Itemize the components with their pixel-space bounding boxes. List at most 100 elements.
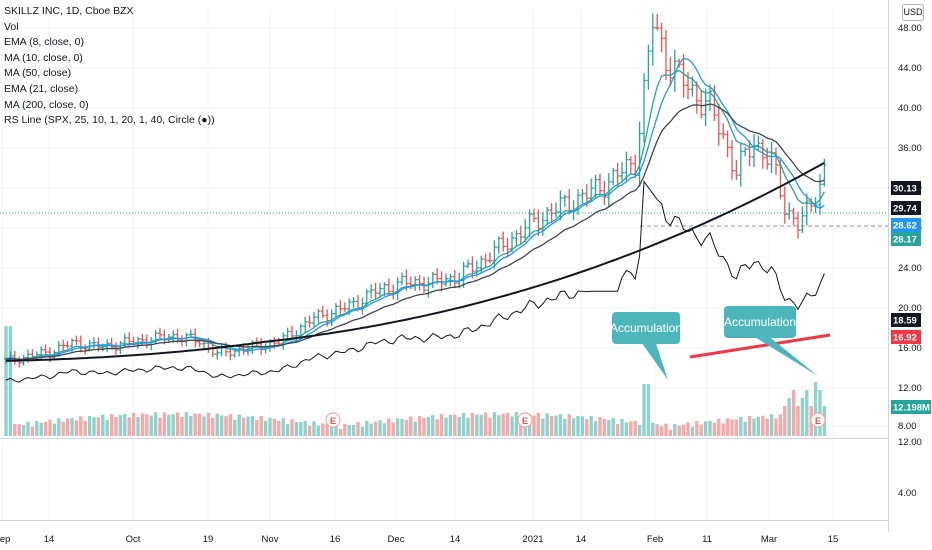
volume-bar — [343, 423, 347, 436]
volume-bar — [378, 420, 382, 436]
time-tick-label: 14 — [450, 534, 461, 545]
volume-bar — [197, 413, 202, 436]
volume-bar — [48, 419, 52, 436]
value-badge-ma10-label: 28.17 — [893, 235, 917, 246]
volume-bar — [114, 416, 118, 436]
legend-vol[interactable]: Vol — [4, 20, 19, 33]
volume-bar — [571, 418, 576, 436]
volume-bar — [294, 422, 299, 436]
volume-bar — [541, 418, 545, 436]
volume-bar — [514, 412, 519, 436]
volume-bar — [659, 426, 664, 436]
time-tick-label: Oct — [126, 534, 141, 545]
currency-button[interactable]: USD — [902, 4, 924, 21]
volume-bar — [651, 422, 655, 436]
volume-bar — [87, 416, 92, 436]
volume-bar — [21, 425, 26, 436]
volume-bar — [708, 420, 712, 436]
volume-bar — [457, 416, 461, 436]
volume-bar — [268, 417, 272, 436]
value-badge-close-label: 29.74 — [893, 204, 917, 215]
volume-bar — [655, 424, 659, 436]
volume-bar — [703, 421, 708, 436]
volume-bar — [721, 423, 725, 436]
volume-bar — [65, 418, 70, 436]
price-tick-label: 16.00 — [898, 343, 922, 354]
volume-bar — [769, 414, 774, 436]
volume-bar — [580, 416, 585, 436]
price-tick-label: 24.00 — [898, 263, 922, 274]
volume-bar — [39, 422, 43, 436]
volume-bar — [752, 418, 756, 436]
legend-rs-line[interactable]: RS Line (SPX, 25, 10, 1, 20, 1, 40, Circ… — [4, 114, 215, 127]
volume-bar — [466, 417, 470, 436]
volume-bar — [778, 414, 783, 436]
volume-bar — [439, 414, 444, 436]
legend-ma10[interactable]: MA (10, close, 0) — [4, 51, 83, 64]
volume-bar — [277, 420, 281, 436]
accumulation-callout-2-label: Accumulation — [724, 315, 796, 329]
volume-bar — [105, 419, 109, 436]
earnings-marker — [325, 412, 341, 428]
time-tick-label: 2021 — [522, 534, 543, 545]
volume-bar — [52, 423, 57, 436]
volume-bar — [483, 412, 488, 436]
volume-bar — [444, 417, 448, 436]
legend-ema8[interactable]: EMA (8, close, 0) — [4, 36, 84, 49]
volume-bar — [479, 414, 483, 436]
volume-bar — [536, 412, 541, 436]
volume-bar — [686, 422, 690, 436]
volume-bar — [17, 424, 21, 436]
volume-bar — [563, 418, 567, 436]
value-badge-trendline-label: 16.92 — [893, 333, 917, 344]
volume-bar — [30, 426, 35, 436]
volume-bar — [127, 417, 131, 436]
volume-bar — [184, 412, 189, 436]
earnings-marker-label: E — [815, 416, 821, 427]
time-tick-label: 19 — [203, 534, 214, 545]
volume-bar — [285, 424, 290, 436]
volume-bar — [250, 416, 255, 436]
volume-bar — [756, 416, 761, 436]
volume-bar — [593, 421, 598, 436]
volume-bar — [290, 419, 294, 436]
legend-ma200[interactable]: MA (200, close, 0) — [4, 98, 89, 111]
annotations: Accumulation Accumulation E E E — [325, 306, 826, 428]
earnings-marker-label: E — [522, 416, 528, 427]
volume-bar — [224, 416, 228, 436]
volume-bar — [545, 413, 549, 436]
volume-bar — [805, 390, 809, 436]
volume-bar — [611, 418, 615, 436]
volume-bar — [505, 412, 510, 436]
volume-bar — [681, 424, 686, 436]
volume-bar — [325, 423, 329, 436]
volume-bar — [422, 417, 426, 436]
volume-bar — [162, 412, 167, 436]
volume-bar — [488, 417, 492, 436]
volume-bar — [255, 420, 259, 436]
price-tick-label: 36.00 — [898, 143, 922, 154]
volume-bar — [272, 418, 277, 436]
volume-bar — [602, 419, 607, 436]
legend-symbol[interactable]: SKILLZ INC, 1D, Cboe BZX — [4, 5, 134, 17]
legend-ma50[interactable]: MA (50, close) — [4, 67, 72, 80]
volume-bar — [690, 426, 695, 436]
volume-bar — [356, 422, 360, 436]
volume-bar — [118, 415, 123, 436]
volume-bar — [796, 406, 800, 436]
volume-bar — [136, 417, 140, 436]
volume-bar — [360, 426, 365, 436]
volume-bar — [167, 414, 171, 436]
volume-bar — [96, 417, 101, 436]
volume-bar — [783, 406, 787, 436]
volume-bar — [620, 418, 624, 436]
value-badge-ma10 — [891, 232, 921, 246]
volume-bar — [228, 414, 233, 436]
volume-bar — [717, 418, 721, 436]
time-tick-label: Mar — [761, 534, 777, 545]
volume-bar — [774, 418, 778, 436]
legend-ema21[interactable]: EMA (21, close) — [4, 82, 79, 95]
volume-bar — [316, 425, 321, 436]
rs-line — [5, 180, 825, 383]
time-tick-label: 14 — [576, 534, 587, 545]
